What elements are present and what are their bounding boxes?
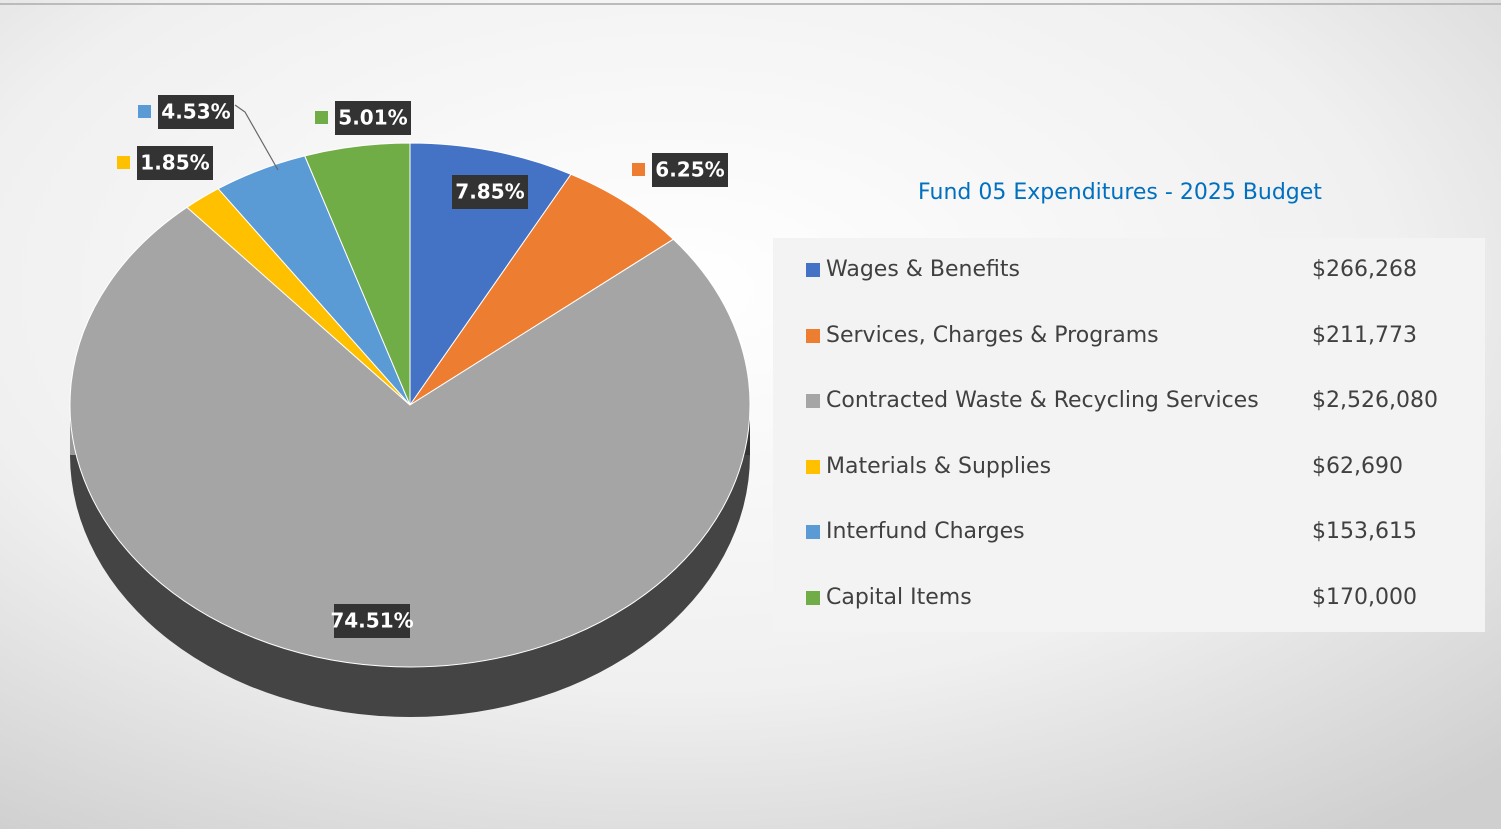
pie-slice	[409, 142, 572, 407]
legend-label: Capital Items	[826, 585, 972, 610]
label-box	[334, 604, 410, 638]
legend-label: Interfund Charges	[826, 519, 1025, 544]
label-key	[315, 111, 328, 124]
data-label: 7.85%	[455, 180, 524, 204]
data-label: 74.51%	[330, 609, 413, 633]
label-box	[335, 101, 411, 135]
legend-amount: $2,526,080	[1312, 388, 1438, 413]
data-label: 6.25%	[655, 158, 724, 182]
legend-amount: $62,690	[1312, 454, 1403, 479]
leader-line	[234, 104, 279, 171]
label-key	[117, 156, 130, 169]
data-label: 1.85%	[140, 151, 209, 175]
label-key	[138, 105, 151, 118]
label-key	[632, 163, 645, 176]
label-box	[137, 146, 213, 180]
legend-key	[806, 263, 820, 277]
legend-amount: $170,000	[1312, 585, 1417, 610]
legend-amount: $211,773	[1312, 323, 1417, 348]
legend-key	[806, 460, 820, 474]
data-label: 4.53%	[161, 100, 230, 124]
legend-key	[806, 394, 820, 408]
label-box	[652, 153, 728, 187]
pie-slice	[304, 142, 411, 406]
legend-label: Contracted Waste & Recycling Services	[826, 388, 1259, 413]
pie	[69, 142, 751, 717]
data-label: 5.01%	[338, 106, 407, 130]
legend-label: Services, Charges & Programs	[826, 323, 1159, 348]
legend-amount: $266,268	[1312, 257, 1417, 282]
legend-label: Wages & Benefits	[826, 257, 1020, 282]
label-box	[452, 175, 528, 209]
legend-key	[806, 329, 820, 343]
label-box	[158, 95, 234, 129]
pie-slice	[69, 206, 751, 668]
legend-box	[773, 238, 1485, 632]
pie-slice	[409, 173, 675, 406]
legend-key	[806, 591, 820, 605]
chart-title: Fund 05 Expenditures - 2025 Budget	[918, 180, 1322, 205]
legend-key	[806, 525, 820, 539]
legend-amount: $153,615	[1312, 519, 1417, 544]
legend-label: Materials & Supplies	[826, 454, 1051, 479]
